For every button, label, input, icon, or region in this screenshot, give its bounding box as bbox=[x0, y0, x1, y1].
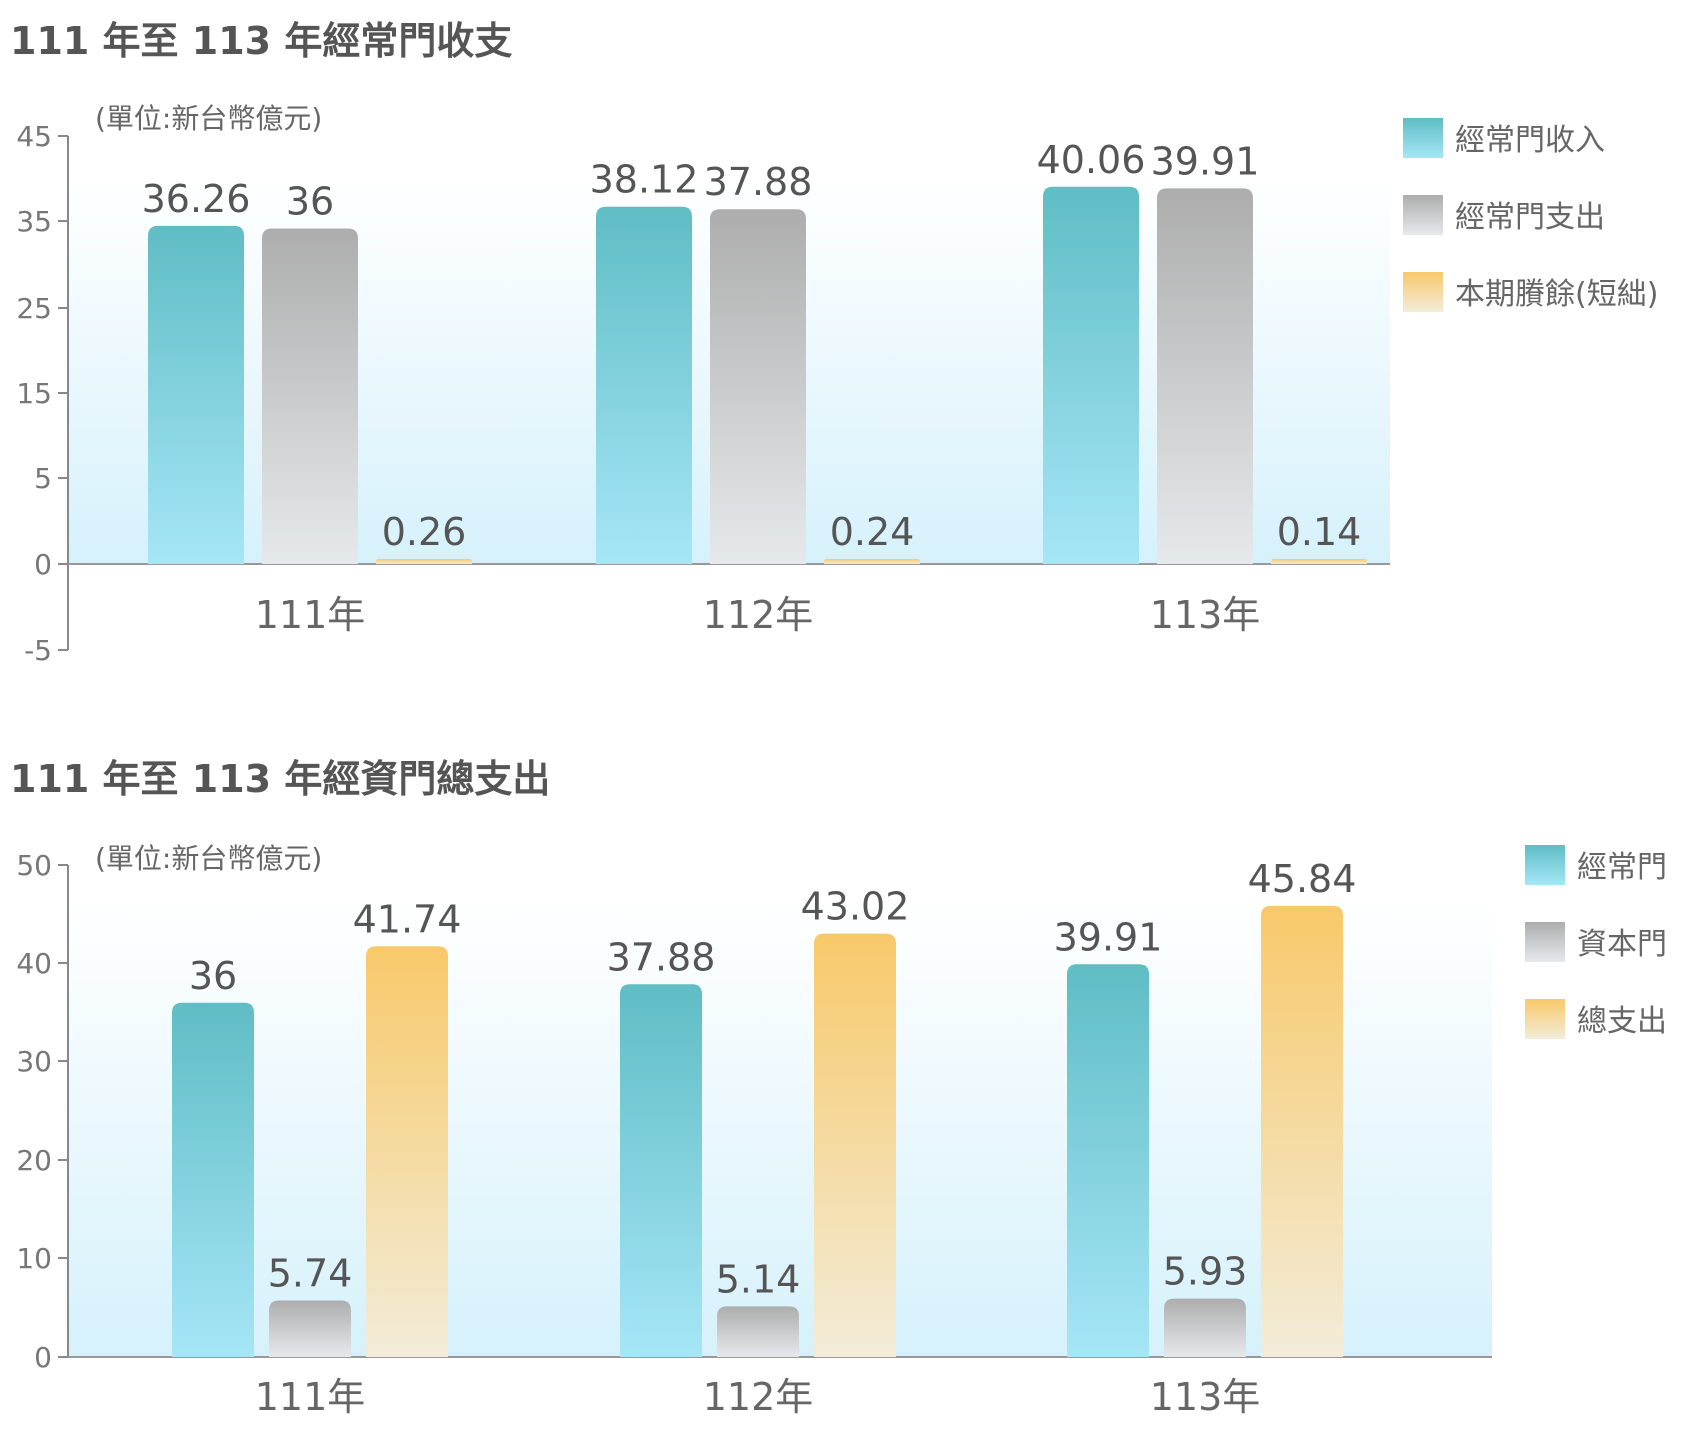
bar-gray bbox=[269, 1300, 351, 1357]
bar-orange bbox=[366, 946, 448, 1357]
y-tick-label: 30 bbox=[16, 1045, 52, 1078]
y-tick-label: 5 bbox=[34, 462, 52, 495]
bar-teal bbox=[1043, 186, 1139, 564]
bar-teal bbox=[172, 1002, 254, 1357]
bar-teal bbox=[1067, 964, 1149, 1357]
bar-orange bbox=[1261, 905, 1343, 1357]
bar-orange bbox=[824, 559, 920, 564]
y-tick-label: 45 bbox=[16, 120, 52, 153]
category-label: 113年 bbox=[1150, 593, 1261, 637]
chart-1: 45 35 25 15 5 0 -5 (單位:新台幣億元) 36.26 36 0.26 111年 38.… bbox=[16, 102, 1658, 667]
bar-value-label: 39.91 bbox=[1054, 915, 1163, 959]
unit-label: (單位:新台幣億元) bbox=[95, 842, 322, 875]
legend-swatch-gray bbox=[1525, 922, 1565, 962]
legend-swatch-gray bbox=[1403, 195, 1443, 235]
bar-value-label: 5.93 bbox=[1163, 1250, 1248, 1294]
bar-value-label: 37.88 bbox=[704, 160, 813, 204]
y-tick-label: 40 bbox=[16, 947, 52, 980]
bar-gray bbox=[262, 228, 358, 564]
unit-label: (單位:新台幣億元) bbox=[95, 102, 322, 135]
category-label: 113年 bbox=[1150, 1375, 1261, 1419]
bar-value-label: 40.06 bbox=[1037, 138, 1146, 182]
category-label: 111年 bbox=[255, 1375, 366, 1419]
bar-value-label: 41.74 bbox=[353, 897, 462, 941]
y-tick-label: -5 bbox=[24, 634, 52, 667]
bar-gray bbox=[717, 1306, 799, 1357]
bar-value-label: 0.26 bbox=[382, 510, 467, 554]
bar-value-label: 36.26 bbox=[142, 177, 251, 221]
legend-swatch-orange bbox=[1403, 272, 1443, 312]
bar-value-label: 0.14 bbox=[1277, 510, 1362, 554]
bar-teal bbox=[620, 984, 702, 1357]
bar-gray bbox=[1164, 1298, 1246, 1357]
legend-swatch-teal bbox=[1403, 118, 1443, 158]
legend-label: 資本門 bbox=[1577, 927, 1667, 962]
bar-value-label: 38.12 bbox=[590, 158, 699, 202]
bar-value-label: 43.02 bbox=[801, 885, 910, 929]
category-label: 112年 bbox=[703, 593, 814, 637]
bar-value-label: 0.24 bbox=[830, 510, 915, 554]
bar-value-label: 5.14 bbox=[716, 1257, 801, 1301]
bar-gray bbox=[1157, 188, 1253, 564]
y-tick-label: 10 bbox=[16, 1242, 52, 1275]
y-tick-label: 0 bbox=[34, 548, 52, 581]
legend-label: 總支出 bbox=[1577, 1004, 1667, 1039]
legend-label: 本期賸餘(短絀) bbox=[1455, 277, 1658, 312]
plot-background bbox=[69, 900, 1492, 1357]
bar-orange bbox=[376, 559, 472, 564]
y-tick-label: 35 bbox=[16, 205, 52, 238]
category-label: 112年 bbox=[703, 1375, 814, 1419]
y-tick-label: 50 bbox=[16, 849, 52, 882]
bar-orange bbox=[814, 933, 896, 1357]
bar-value-label: 36 bbox=[286, 180, 334, 224]
y-tick-label: 20 bbox=[16, 1144, 52, 1177]
bar-value-label: 37.88 bbox=[607, 935, 716, 979]
bar-value-label: 45.84 bbox=[1248, 857, 1357, 901]
y-tick-label: 25 bbox=[16, 292, 52, 325]
chart-2: 50 40 30 20 10 0 (單位:新台幣億元) 36 5.74 41.74 111年 37.8… bbox=[16, 842, 1667, 1419]
y-tick-label: 15 bbox=[16, 377, 52, 410]
legend-label: 經常門 bbox=[1577, 850, 1667, 885]
bar-teal bbox=[596, 206, 692, 565]
legend-label: 經常門支出 bbox=[1455, 200, 1605, 235]
bar-teal bbox=[148, 225, 244, 564]
category-label: 111年 bbox=[255, 593, 366, 637]
bar-orange bbox=[1271, 559, 1367, 564]
chart1-title: 111 年至 113 年經常門收支 bbox=[10, 19, 513, 63]
bar-value-label: 36 bbox=[189, 954, 237, 998]
bar-value-label: 5.74 bbox=[268, 1252, 353, 1296]
bar-gray bbox=[710, 209, 806, 564]
legend-swatch-orange bbox=[1525, 999, 1565, 1039]
bar-value-label: 39.91 bbox=[1151, 139, 1260, 183]
legend-swatch-teal bbox=[1525, 845, 1565, 885]
y-tick-label: 0 bbox=[34, 1341, 52, 1374]
chart2-title: 111 年至 113 年經資門總支出 bbox=[10, 757, 551, 801]
legend-label: 經常門收入 bbox=[1455, 123, 1605, 158]
